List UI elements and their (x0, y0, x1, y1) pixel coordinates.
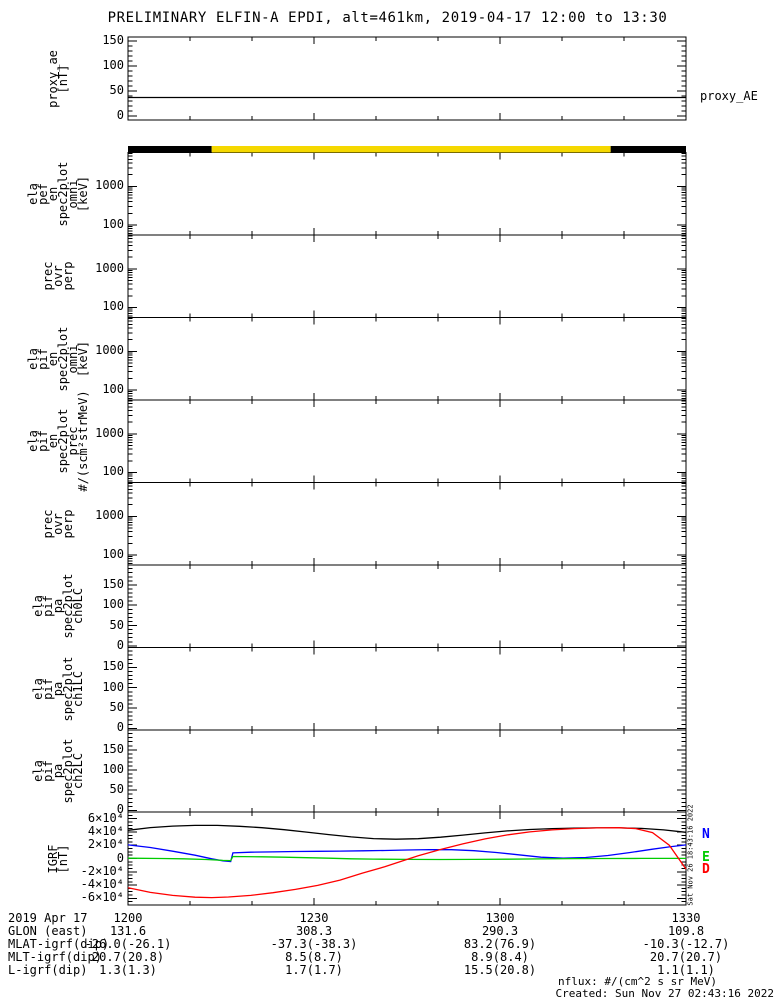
panel-ela_pef_en_spec2plot_omni (127, 152, 687, 236)
panel-prec_ovr_perp_2 (127, 482, 687, 566)
nflux-units-note: nflux: #/(cm^2 s sr MeV) (558, 975, 717, 988)
y-tick-label: 50 (109, 700, 124, 715)
y-tick-label: 100 (102, 216, 124, 231)
table-cell: 1.7(1.7) (285, 963, 343, 977)
y-tick-label: 50 (109, 782, 124, 797)
time-tick-label: 1230 (299, 911, 329, 925)
y-tick-label: 100 (102, 761, 124, 776)
y-tick-label: -6×10⁴ (80, 890, 124, 905)
panel-ylabel-proxy_AE: proxy_ae [nT] (46, 49, 70, 108)
table-cell: 109.8 (667, 924, 705, 938)
y-tick-label: 50 (109, 83, 124, 97)
table-cell: 20.7(20.7) (649, 950, 723, 964)
y-tick-label: 50 (109, 617, 124, 632)
table-cell: -37.3(-38.3) (270, 937, 358, 951)
y-tick-label: 150 (102, 33, 124, 47)
table-cell: 8.5(8.7) (285, 950, 343, 964)
panel-ylabel-IGRF: IGRF [nT] (46, 844, 70, 873)
table-row-label: MLAT-igrf(dip) (8, 937, 110, 951)
table-cell: 1.3(1.3) (99, 963, 157, 977)
series-D (127, 827, 687, 899)
y-tick-label: 6×10⁴ (87, 810, 124, 825)
panel-ylabel-ela_pif_en_spec2plot_omni: ela pif en spec2plot omni [keV] (26, 326, 90, 392)
y-tick-label: 1000 (95, 260, 124, 275)
series-E (127, 855, 686, 862)
panel-ela_pif_en_spec2plot_omni (127, 317, 687, 401)
table-cell: -26.0(-26.1) (84, 937, 172, 951)
table-cell: 15.5(20.8) (463, 963, 537, 977)
y-tick-label: 0 (116, 637, 124, 652)
panel-ylabel-prec_ovr_perp: prec ovr perp (41, 261, 75, 291)
zone-segment (211, 146, 611, 153)
time-tick-label: 1300 (485, 911, 515, 925)
panel-ela_pif_en_spec2plot_prec (127, 399, 687, 483)
y-tick-label: 150 (102, 741, 124, 756)
date-label: 2019 Apr 17 (8, 911, 88, 925)
y-tick-label: -4×10⁴ (80, 877, 124, 892)
legend-label-N: N (702, 827, 710, 842)
panel-ylabel-ela_pif_pa_spec2plot_ch1LC: ela pif pa spec2plot ch1LC (31, 656, 85, 722)
y-tick-label: 1000 (95, 425, 124, 440)
panel-ela_pif_pa_spec2plot_ch0LC (127, 564, 687, 648)
proxy-ae-right-label: proxy_AE (700, 89, 758, 103)
created-timestamp: Created: Sun Nov 27 02:43:16 2022 (555, 987, 774, 1000)
table-cell: 308.3 (295, 924, 333, 938)
panel-ylabel-prec_ovr_perp_2: prec ovr perp (41, 509, 75, 539)
y-tick-label: 0 (116, 720, 124, 735)
y-tick-label: 100 (102, 597, 124, 612)
y-tick-label: 0 (116, 802, 124, 817)
legend-label-E: E (702, 850, 710, 865)
table-cell: 290.3 (481, 924, 519, 938)
table-row-label: GLON (east) (8, 924, 88, 938)
legend-label-D: D (702, 862, 710, 877)
time-tick-label: 1330 (671, 911, 701, 925)
table-cell: 1.1(1.1) (657, 963, 715, 977)
y-tick-label: 1000 (95, 343, 124, 358)
y-tick-label: 2×10⁴ (87, 837, 124, 852)
panel-ylabel-ela_pif_pa_spec2plot_ch0LC: ela pif pa spec2plot ch0LC (31, 573, 85, 639)
y-tick-label: 100 (102, 299, 124, 314)
y-tick-label: 150 (102, 576, 124, 591)
science-zone-bar (128, 146, 686, 153)
y-tick-label: 150 (102, 659, 124, 674)
y-tick-label: 0 (116, 108, 124, 122)
y-tick-label: 4×10⁴ (87, 823, 124, 838)
y-tick-label: 1000 (95, 178, 124, 193)
panel-ylabel-ela_pif_pa_spec2plot_ch2LC: ela pif pa spec2plot ch2LC (31, 738, 85, 804)
table-cell: 20.7(20.8) (91, 950, 165, 964)
y-tick-label: 100 (102, 546, 124, 561)
panel-prec_ovr_perp (127, 234, 687, 318)
table-row-label: L-igrf(dip) (8, 963, 88, 977)
table-cell: -10.3(-12.7) (642, 937, 730, 951)
panel-ylabel-ela_pif_en_spec2plot_prec: ela pif en spec2plot prec #/(scm²strMeV) (26, 390, 90, 492)
zone-segment (610, 146, 686, 153)
side-timestamp: Sat Nov 26 18:43:16 2022 (686, 804, 695, 906)
table-row-label: MLT-igrf(dip) (8, 950, 102, 964)
panel-ela_pif_pa_spec2plot_ch2LC (127, 729, 687, 813)
time-tick-label: 1200 (113, 911, 143, 925)
panel-ylabel-ela_pef_en_spec2plot_omni: ela pef en spec2plot omni [keV] (26, 161, 90, 227)
table-cell: 83.2(76.9) (463, 937, 537, 951)
y-tick-label: 0 (116, 850, 124, 865)
table-cell: 131.6 (109, 924, 147, 938)
y-tick-label: 100 (102, 381, 124, 396)
y-tick-label: -2×10⁴ (80, 863, 124, 878)
zone-segment (128, 146, 212, 153)
panel-ela_pif_pa_spec2plot_ch1LC (127, 647, 687, 731)
y-tick-label: 100 (102, 464, 124, 479)
y-tick-label: 1000 (95, 508, 124, 523)
panel-proxy_AE (127, 36, 687, 121)
y-tick-label: 100 (102, 58, 124, 72)
y-tick-label: 100 (102, 679, 124, 694)
table-cell: 8.9(8.4) (471, 950, 529, 964)
plot-title: PRELIMINARY ELFIN-A EPDI, alt=461km, 201… (107, 10, 668, 26)
